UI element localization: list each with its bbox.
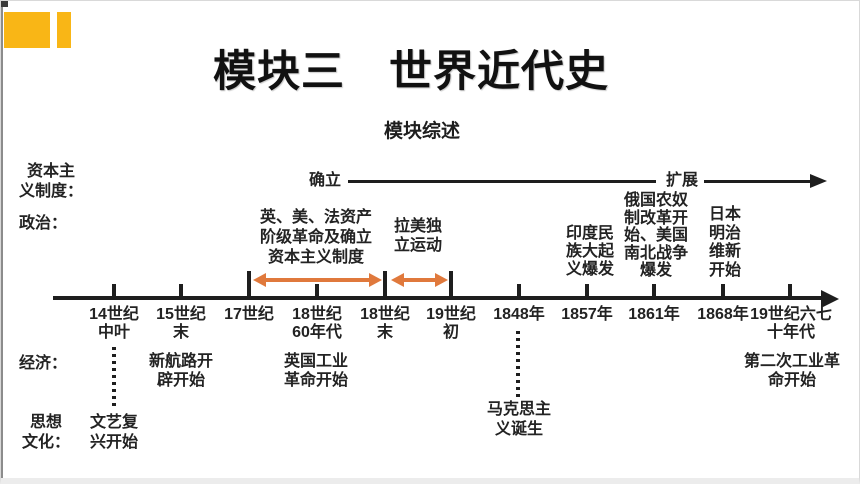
event-india-mutiny: 印度民 族大起 义爆发	[565, 225, 614, 278]
event-latin-america-independence: 拉美独 立运动	[393, 218, 442, 254]
expand-arrowhead-icon	[810, 174, 827, 188]
tick-label: 1848年	[493, 306, 545, 323]
dotted-connector	[112, 347, 116, 408]
timeline-tick	[652, 284, 656, 297]
event-uk-industrial-revolution: 英国工业 革命开始	[283, 353, 348, 389]
range-arrowhead-icon	[435, 273, 448, 287]
timeline-axis	[53, 296, 823, 300]
tick-label: 18世纪 末	[360, 306, 410, 341]
event-second-industrial-revolution: 第二次工业革 命开始	[743, 353, 840, 389]
event-japan-meiji: 日本 明治 维新 开始	[708, 206, 741, 279]
timeline-tick	[585, 284, 589, 297]
tick-label: 18世纪 60年代	[292, 306, 342, 341]
slide-subtitle: 模块综述	[383, 121, 460, 142]
timeline-arrowhead-icon	[821, 290, 839, 308]
event-new-sea-routes: 新航路开 辟开始	[148, 353, 213, 389]
slide-title: 模块三 世界近代史	[213, 48, 609, 96]
tick-label: 15世纪 末	[156, 306, 206, 341]
accent-bar-large	[4, 12, 50, 48]
tick-label: 1868年	[697, 306, 749, 323]
timeline-tick	[383, 271, 387, 297]
timeline-tick	[247, 271, 251, 297]
label-politics: 政治：	[19, 215, 68, 232]
tick-label: 1857年	[561, 306, 613, 323]
timeline-tick	[517, 284, 521, 297]
dotted-connector	[516, 331, 520, 401]
tick-label: 19世纪六七 十年代	[750, 306, 832, 341]
establish-line	[348, 180, 656, 183]
range-arrow-revolutions	[263, 278, 371, 282]
event-marxism-birth: 马克思主 义诞生	[486, 401, 551, 438]
tick-label: 14世纪 中叶	[89, 306, 139, 341]
label-economy: 经济：	[19, 355, 68, 372]
range-arrow-latin	[401, 278, 437, 282]
accent-bar-small	[57, 12, 71, 48]
expand-arrow-line	[704, 180, 812, 183]
timeline-tick	[112, 284, 116, 297]
event-russia-reform-us-civil-war: 俄国农奴 制改革开 始、美国 南北战争 爆发	[623, 192, 688, 279]
event-bourgeois-revolutions: 英、美、法资产 阶级革命及确立 资本主义制度	[259, 209, 372, 266]
event-renaissance: 文艺复 兴开始	[89, 414, 138, 451]
timeline-tick	[315, 284, 319, 297]
label-capitalism-system: 资本主 义制度：	[18, 163, 83, 200]
range-arrowhead-icon	[253, 273, 266, 287]
label-culture: 思想 文化：	[21, 414, 70, 451]
tick-label: 17世纪	[224, 306, 274, 323]
timeline-tick	[721, 284, 725, 297]
corner-mark	[1, 1, 8, 7]
range-arrowhead-icon	[391, 273, 404, 287]
left-edge-line	[1, 1, 3, 478]
label-expand: 扩展	[665, 172, 698, 189]
tick-label: 1861年	[628, 306, 680, 323]
timeline-tick	[179, 284, 183, 297]
label-establish: 确立	[308, 172, 341, 189]
timeline-tick	[788, 284, 792, 297]
timeline-tick	[449, 271, 453, 297]
tick-label: 19世纪 初	[426, 306, 476, 341]
range-arrowhead-icon	[369, 273, 382, 287]
